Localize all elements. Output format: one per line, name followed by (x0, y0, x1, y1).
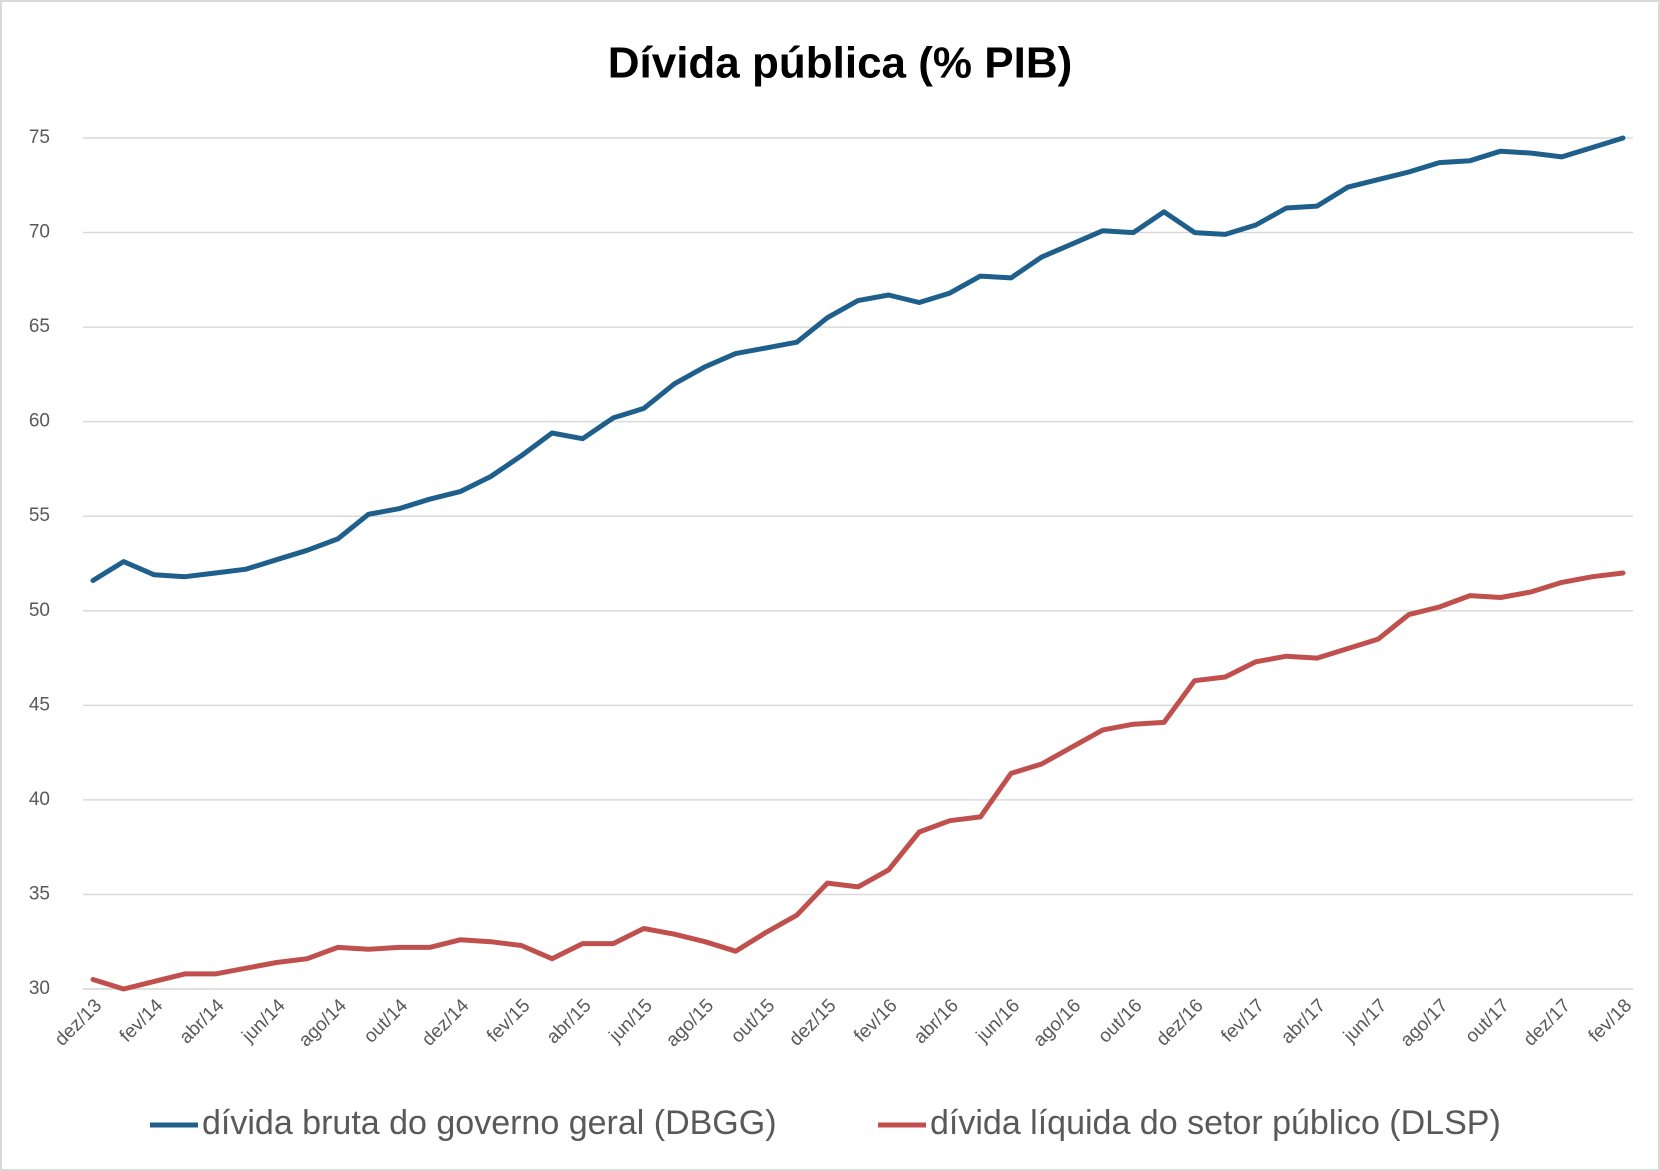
y-tick-label: 70 (29, 222, 50, 243)
y-tick-label: 30 (29, 978, 50, 999)
y-tick-label: 50 (29, 600, 50, 621)
y-tick-label: 55 (29, 505, 50, 526)
y-tick-label: 60 (29, 411, 50, 432)
line-series (90, 570, 1626, 992)
legend-label: dívida bruta do governo geral (DBGG) (202, 1104, 777, 1142)
line-series (90, 135, 1626, 583)
y-tick-label: 40 (29, 789, 50, 810)
chart-title: Dívida pública (% PIB) (608, 39, 1073, 88)
y-tick-label: 65 (29, 316, 50, 337)
y-tick-label: 75 (29, 127, 50, 148)
legend-label: dívida líquida do setor público (DLSP) (930, 1104, 1501, 1142)
y-tick-label: 45 (29, 694, 50, 715)
y-tick-label: 35 (29, 883, 50, 904)
